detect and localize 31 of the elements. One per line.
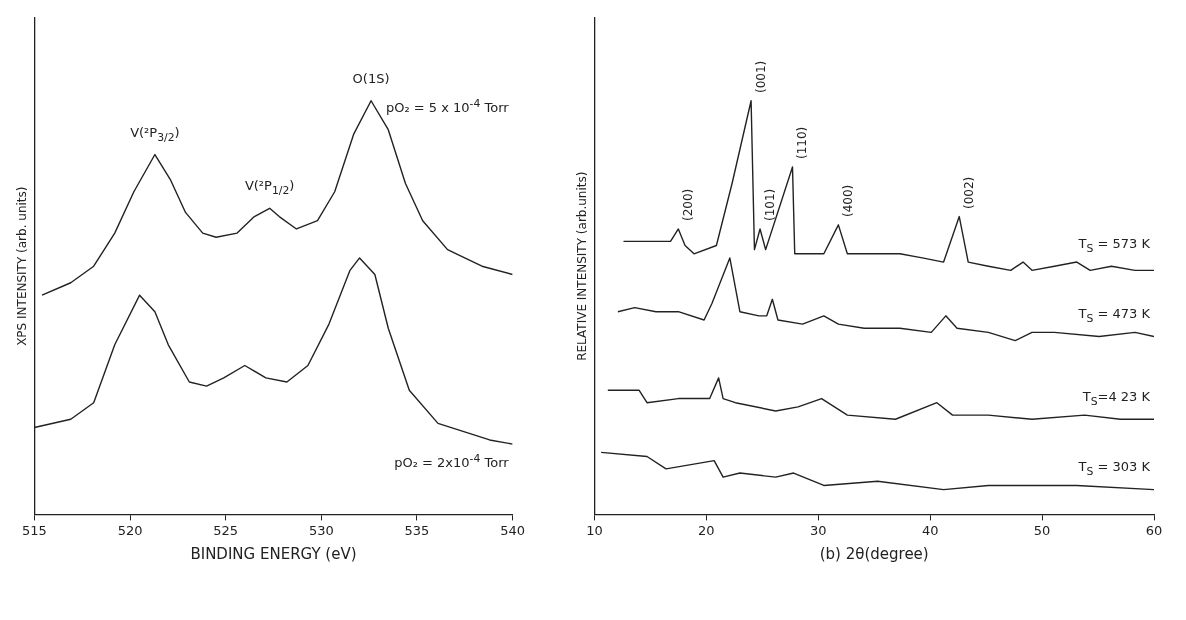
y-axis-title: XPS INTENSITY (arb. units) [15,186,30,346]
annotation: (001) [753,60,770,93]
x-tick-label: 535 [404,522,430,538]
x-tick-label: 525 [213,522,239,538]
x-tick-label: 515 [21,522,47,538]
annotation: V(²P$_{3/2}$) [130,124,180,146]
x-tick-label: 10 [586,522,603,538]
x-axis-title: (b) 2θ(degree) [819,544,929,563]
y-axis-title: RELATIVE INTENSITY (arb.units) [575,171,590,361]
annotation: (110) [794,126,811,159]
x-tick-label: 540 [500,522,526,538]
series-label: pO₂ = 5 x 10$^{-4}$ Torr [385,95,509,117]
series-label: T$_{S}$=4 23 K [1082,389,1150,410]
x-tick-label: 50 [1033,522,1051,538]
x-tick-label: 60 [1145,522,1163,538]
series-label: pO₂ = 2x10$^{-4}$ Torr [394,451,509,472]
series-label: T$_{S}$ = 473 K [1078,306,1150,327]
x-axis-title: BINDING ENERGY (eV) [190,544,357,563]
annotation: O(1S) [352,70,390,87]
annotation: V(²P$_{1/2}$) [244,178,295,199]
annotation: (101) [762,188,779,221]
x-tick-label: 20 [698,522,715,538]
x-tick-label: 30 [809,522,827,538]
annotation: (400) [840,184,857,217]
x-tick-label: 40 [921,522,939,538]
x-tick-label: 520 [117,522,143,538]
series-label: T$_{S}$ = 573 K [1078,236,1150,257]
annotation: (002) [961,176,978,209]
series-label: T$_{S}$ = 303 K [1078,459,1150,481]
x-tick-label: 530 [308,522,334,538]
annotation: (200) [680,188,697,221]
